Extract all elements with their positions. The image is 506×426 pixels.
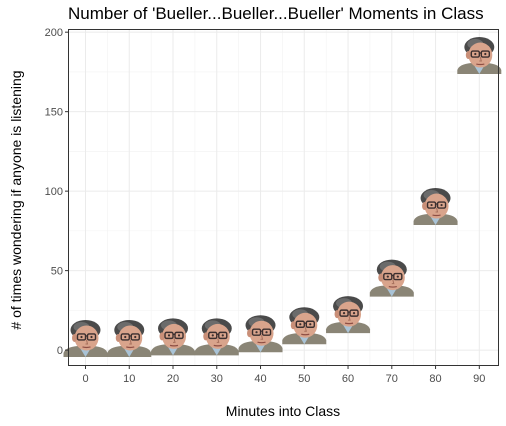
x-tick-label: 60 [342, 373, 354, 385]
chart-title: Number of 'Bueller...Bueller...Bueller' … [68, 4, 484, 23]
x-tick-label: 70 [386, 373, 398, 385]
y-tick-label: 0 [57, 345, 63, 357]
y-tick-label: 100 [45, 186, 63, 198]
x-tick-label: 80 [429, 373, 441, 385]
y-tick-label: 200 [45, 27, 63, 39]
y-axis-ticks: 0 50 100 150 200 [45, 27, 68, 357]
x-tick-label: 50 [298, 373, 310, 385]
x-tick-label: 30 [211, 373, 223, 385]
x-tick-label: 0 [82, 373, 88, 385]
x-tick-label: 40 [254, 373, 266, 385]
y-tick-label: 50 [51, 266, 63, 278]
x-axis-label: Minutes into Class [225, 403, 341, 419]
x-tick-label: 10 [123, 373, 135, 385]
y-tick-label: 150 [45, 107, 63, 119]
x-axis-ticks: 0 10 20 30 40 50 60 70 80 90 [82, 366, 485, 385]
plot-border [68, 29, 499, 366]
grid-minor [68, 29, 499, 366]
x-tick-label: 90 [473, 373, 485, 385]
x-tick-label: 20 [167, 373, 179, 385]
